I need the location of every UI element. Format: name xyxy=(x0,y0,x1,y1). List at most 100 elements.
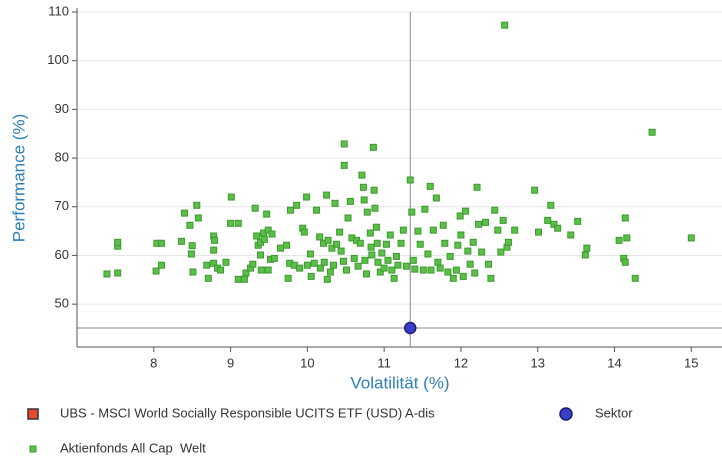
fund-point xyxy=(333,240,341,248)
fund-point xyxy=(388,266,396,274)
fund-point xyxy=(323,275,331,283)
fund-point xyxy=(283,241,291,249)
fund-point xyxy=(296,264,304,272)
fund-point xyxy=(356,239,364,247)
fund-point xyxy=(390,274,398,282)
fund-point xyxy=(419,266,427,274)
fund-point xyxy=(478,248,486,256)
fund-point xyxy=(204,274,212,282)
fund-point xyxy=(268,230,276,238)
fund-point xyxy=(227,219,235,227)
fund-point xyxy=(358,171,366,179)
fund-point xyxy=(260,235,268,243)
y-tick-label: 50 xyxy=(55,296,69,311)
fund-point xyxy=(623,234,631,242)
fund-point xyxy=(462,207,470,215)
fund-point xyxy=(329,261,337,269)
fund-point xyxy=(402,262,410,270)
fund-point xyxy=(378,249,386,257)
fund-point xyxy=(409,256,417,264)
sektor-point xyxy=(404,321,417,335)
x-tick-label: 13 xyxy=(530,355,544,370)
fund-point xyxy=(257,266,265,274)
fund-point xyxy=(307,272,315,280)
fund-point xyxy=(227,193,235,201)
y-tick-label: 80 xyxy=(55,150,69,165)
fund-point xyxy=(544,216,552,224)
fund-point xyxy=(454,241,462,249)
fund-point xyxy=(491,206,499,214)
fund-point xyxy=(157,261,165,269)
fund-point xyxy=(222,258,230,266)
x-tick-label: 10 xyxy=(300,355,314,370)
fund-point xyxy=(276,244,284,252)
fund-point xyxy=(350,254,358,262)
fund-point xyxy=(414,227,422,235)
x-tick-label: 8 xyxy=(150,355,157,370)
fund-point xyxy=(242,269,250,277)
fund-point xyxy=(583,244,591,252)
fund-point xyxy=(444,268,452,276)
fund-point xyxy=(382,240,390,248)
legend-label: UBS - MSCI World Socially Responsible UC… xyxy=(60,405,435,420)
fund-point xyxy=(310,259,318,267)
fund-point xyxy=(354,262,362,270)
fund-point xyxy=(482,218,489,226)
fund-point xyxy=(567,231,575,239)
fund-point xyxy=(187,250,195,258)
fund-point xyxy=(340,161,348,169)
fund-point xyxy=(485,260,493,268)
fund-point xyxy=(253,232,261,240)
fund-point xyxy=(372,223,380,231)
fund-point xyxy=(648,128,656,136)
x-tick-label: 9 xyxy=(227,355,234,370)
fund-point xyxy=(316,233,324,241)
fund-point xyxy=(392,252,400,260)
fund-point xyxy=(359,183,367,191)
fund-point xyxy=(497,248,505,256)
fund-point xyxy=(316,264,324,272)
fund-point xyxy=(339,257,347,265)
fund-point xyxy=(487,274,495,282)
fund-point xyxy=(452,266,460,274)
fund-point xyxy=(366,229,374,237)
legend-label: Aktienfonds All Cap Welt xyxy=(60,440,206,455)
fund-point xyxy=(263,210,271,218)
fund-point xyxy=(193,201,201,209)
fund-point xyxy=(621,258,629,266)
x-tick-label: 12 xyxy=(454,355,468,370)
fund-point xyxy=(374,258,382,266)
fund-point xyxy=(303,193,311,201)
fund-point xyxy=(286,206,294,214)
fund-point xyxy=(473,183,481,191)
fund-point xyxy=(466,260,474,268)
fund-point xyxy=(441,239,449,247)
fund-point xyxy=(362,270,370,278)
fund-point xyxy=(456,212,464,220)
fund-point xyxy=(251,204,259,212)
fund-point xyxy=(293,201,301,209)
fund-point xyxy=(406,176,414,184)
fund-point xyxy=(306,250,314,258)
y-tick-label: 90 xyxy=(55,101,69,116)
fund-point xyxy=(369,143,377,151)
y-tick-label: 100 xyxy=(47,52,69,67)
fund-point xyxy=(370,186,378,194)
x-tick-label: 11 xyxy=(377,355,391,370)
fund-point xyxy=(621,214,629,222)
fund-point xyxy=(326,268,334,276)
fund-point xyxy=(436,264,444,272)
legend-marker xyxy=(559,407,573,421)
fund-point xyxy=(429,226,437,234)
fund-point xyxy=(103,270,111,278)
legend-label: Sektor xyxy=(595,405,633,420)
fund-point xyxy=(249,260,257,268)
legend-marker xyxy=(29,445,37,453)
fund-point xyxy=(217,266,225,274)
y-tick-label: 110 xyxy=(48,3,69,18)
fund-point xyxy=(343,266,351,274)
fund-point xyxy=(449,274,457,282)
fund-point xyxy=(574,217,582,225)
fund-point xyxy=(446,252,454,260)
fund-point xyxy=(371,204,379,212)
